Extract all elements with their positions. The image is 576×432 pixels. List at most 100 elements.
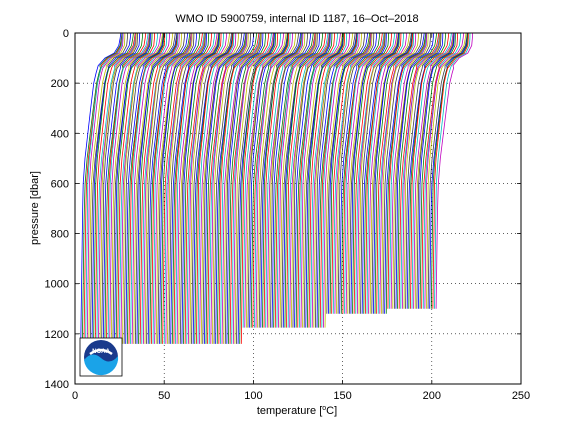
profile-line <box>179 33 220 344</box>
y-axis-label: pressure [dbar] <box>29 171 41 245</box>
profile-line <box>197 33 235 344</box>
profile-line <box>324 33 363 328</box>
profile-line <box>331 33 372 314</box>
profile-line <box>226 33 264 344</box>
x-tick-label: 200 <box>423 390 441 402</box>
noaa-logo-text: NOAA <box>92 349 110 355</box>
profile-line <box>128 33 166 344</box>
x-tick-label: 100 <box>244 390 262 402</box>
profile-line <box>244 33 285 328</box>
profile-line <box>220 33 261 344</box>
profile-line <box>242 33 282 328</box>
profile-line <box>339 33 378 314</box>
profile-line <box>80 33 122 344</box>
profile-line <box>130 33 168 344</box>
profile-line <box>369 33 410 314</box>
y-tick-label: 400 <box>51 128 69 140</box>
profile-line <box>86 33 124 344</box>
profile-line <box>202 33 243 344</box>
profile-line <box>406 33 444 309</box>
profile-line <box>390 33 428 309</box>
profile-line <box>228 33 267 344</box>
profile-line <box>247 33 288 328</box>
profile-line <box>93 33 134 344</box>
profile-line <box>139 33 178 344</box>
chart-title: WMO ID 5900759, internal ID 1187, 16–Oct… <box>175 13 418 25</box>
profile-line <box>152 33 192 344</box>
profile-line <box>192 33 233 344</box>
profile-line <box>401 33 441 309</box>
profile-line <box>284 33 324 328</box>
profile-line <box>292 33 330 328</box>
profile-line <box>306 33 344 328</box>
profile-line <box>165 33 206 344</box>
profile-line <box>314 33 356 328</box>
profile-line <box>142 33 180 344</box>
profile-line <box>305 33 344 328</box>
profile-line <box>421 33 459 309</box>
profile-line <box>184 33 222 344</box>
profile-line <box>344 33 385 314</box>
profile-line <box>286 33 327 328</box>
profile-line <box>141 33 179 344</box>
profile-line <box>387 33 427 309</box>
profile-line <box>368 33 408 314</box>
profile-line <box>263 33 303 328</box>
profile-line <box>218 33 260 344</box>
profile-line <box>195 33 234 344</box>
profile-line <box>175 33 216 344</box>
profile-line <box>221 33 261 344</box>
profile-line <box>183 33 220 344</box>
profile-line <box>258 33 300 328</box>
profile-line <box>123 33 164 344</box>
plot-area: NOAA 0 50 100 150 200 250 0 200 400 600 800 1000 120… <box>45 28 531 402</box>
profile-line <box>332 33 372 314</box>
profile-line <box>205 33 247 344</box>
profile-line <box>342 33 383 314</box>
ticks-layer: 0 50 100 150 200 250 0 200 400 600 800 1000 1200 1400 <box>45 28 531 402</box>
profile-line <box>316 33 358 328</box>
profile-line <box>231 33 272 344</box>
profile-line <box>239 33 276 344</box>
profile-line <box>155 33 193 344</box>
profile-line <box>88 33 126 344</box>
profile-line <box>118 33 159 344</box>
profile-line <box>249 33 289 328</box>
profile-line <box>337 33 375 314</box>
profile-line <box>136 33 178 344</box>
profile-line <box>276 33 316 328</box>
profile-line <box>395 33 435 309</box>
profile-line <box>397 33 438 309</box>
profile-line <box>85 33 123 344</box>
profile-line <box>405 33 442 309</box>
profile-line <box>434 33 471 309</box>
x-tick-label: 50 <box>158 390 170 402</box>
y-tick-label: 200 <box>51 78 69 90</box>
x-tick-label: 250 <box>512 390 530 402</box>
profile-line <box>419 33 456 309</box>
profile-line <box>376 33 413 314</box>
profile-line <box>168 33 206 344</box>
profile-line <box>418 33 455 309</box>
profile-line <box>294 33 331 328</box>
profile-line <box>281 33 318 328</box>
x-axis-label: temperature [oC] <box>257 405 337 417</box>
profile-line <box>302 33 343 328</box>
profile-line <box>176 33 218 344</box>
profile-line <box>321 33 359 328</box>
profile-line <box>374 33 413 314</box>
y-tick-label: 0 <box>63 28 69 40</box>
profile-line <box>181 33 220 344</box>
profile-line <box>229 33 270 344</box>
profile-line <box>366 33 404 314</box>
profile-line <box>213 33 252 344</box>
profile-line <box>110 33 151 344</box>
profile-line <box>393 33 431 309</box>
profile-line <box>216 33 258 344</box>
y-tick-label: 1000 <box>45 279 69 291</box>
profile-line <box>411 33 452 309</box>
profile-line <box>210 33 248 344</box>
profile-line <box>125 33 165 344</box>
profile-line <box>212 33 249 344</box>
